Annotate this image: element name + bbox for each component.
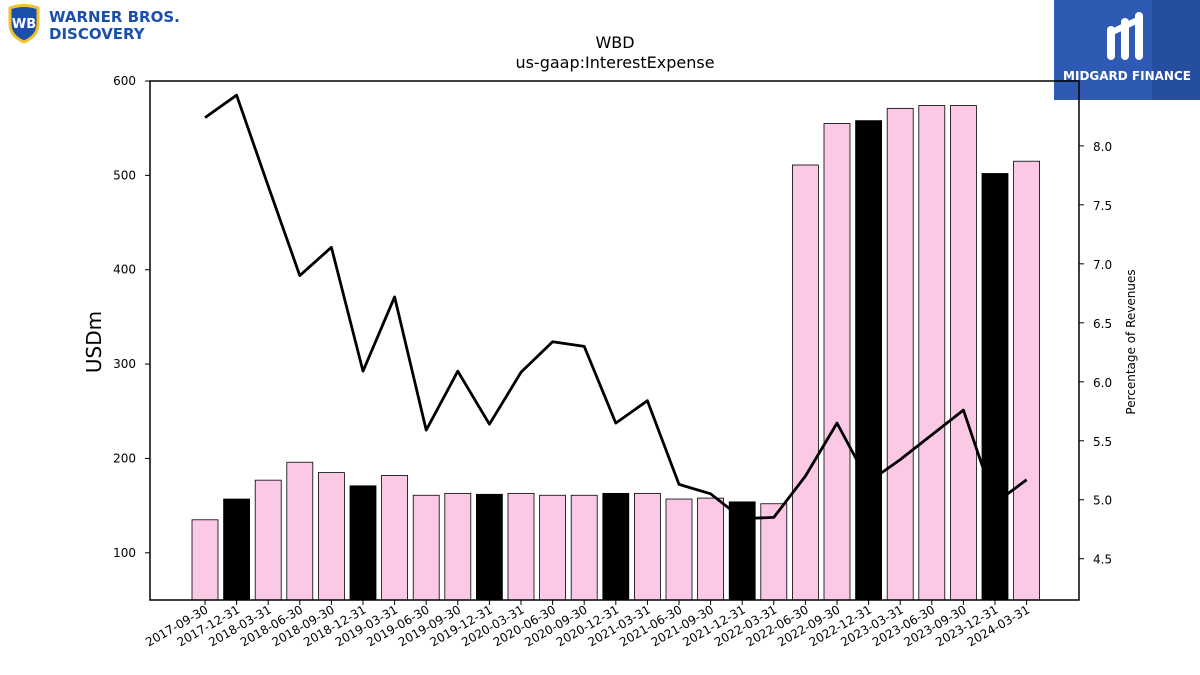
bar-2017-12-31	[223, 498, 251, 601]
svg-text:WB: WB	[12, 17, 36, 32]
bar-2021-09-30	[697, 497, 724, 601]
bar-2017-09-30	[191, 519, 219, 601]
bar-2019-03-31	[381, 475, 409, 601]
bar-2022-09-30	[823, 123, 851, 601]
chart-subtitle: us-gaap:InterestExpense	[515, 53, 714, 72]
bar-2022-12-31	[855, 120, 882, 601]
x-axis-ticks: 2017-09-302017-12-312018-03-312018-06-30…	[143, 600, 1032, 649]
bar-2023-12-31	[981, 173, 1009, 601]
y2-tick-label: 5.0	[1093, 494, 1112, 508]
y2-tick-label: 4.5	[1093, 553, 1112, 567]
bar-2022-06-30	[792, 164, 819, 601]
midgard-finance-name: MIDGARD FINANCE	[1063, 69, 1191, 83]
y-tick-label: 200	[113, 451, 136, 465]
bar-2021-12-31	[728, 501, 756, 601]
bar-2018-12-31	[349, 485, 377, 601]
bar-2021-03-31	[634, 492, 661, 601]
midgard-m-icon	[1107, 12, 1143, 60]
logo-line2: DISCOVERY	[49, 25, 146, 43]
line-series	[204, 93, 1028, 520]
y2-axis-label: Percentage of Revenues	[1124, 269, 1138, 414]
warner-bros-discovery-logo: WB WARNER BROS. DISCOVERY	[6, 4, 206, 44]
y2-tick-label: 6.5	[1093, 317, 1112, 331]
y2-tick-label: 5.5	[1093, 435, 1112, 449]
bar-2019-12-31	[475, 493, 503, 601]
y2-tick-label: 7.0	[1093, 258, 1112, 272]
bar-2020-09-30	[570, 494, 598, 601]
bar-2023-03-31	[886, 107, 914, 601]
y-tick-label: 400	[113, 263, 136, 277]
bar-2022-03-31	[760, 503, 788, 601]
y2-tick-label: 6.0	[1093, 376, 1112, 390]
bar-2024-03-31	[1013, 160, 1040, 601]
chart-title: WBD	[595, 33, 634, 52]
bar-2020-03-31	[507, 492, 535, 601]
bar-2018-09-30	[317, 472, 345, 601]
bar-series	[191, 105, 1040, 601]
bar-2019-06-30	[412, 494, 440, 601]
bar-2018-06-30	[286, 461, 314, 601]
y-tick-label: 100	[113, 546, 136, 560]
logo-line1: WARNER BROS.	[49, 8, 180, 26]
y-axis-label: USDm	[82, 311, 106, 373]
percentage-line	[204, 93, 1028, 520]
y-tick-label: 600	[113, 74, 136, 88]
y-tick-label: 300	[113, 357, 136, 371]
bar-2020-12-31	[602, 492, 630, 601]
wb-shield-icon: WB WARNER BROS. DISCOVERY	[8, 4, 180, 44]
bar-2023-06-30	[918, 105, 946, 601]
y-axis-ticks: 100 200 300 400 500 600	[113, 74, 150, 560]
bar-2019-09-30	[444, 492, 472, 601]
bar-2021-06-30	[665, 498, 693, 601]
bar-2023-09-30	[950, 105, 977, 601]
bar-2020-06-30	[539, 494, 566, 601]
bar-2018-03-31	[254, 479, 282, 601]
y2-axis-ticks: 4.5 5.0 5.5 6.0 6.5 7.0 7.5 8.0	[1079, 140, 1112, 567]
y2-tick-label: 7.5	[1093, 199, 1112, 213]
y2-tick-label: 8.0	[1093, 140, 1112, 154]
plot-frame	[149, 80, 1080, 601]
y-tick-label: 500	[113, 168, 136, 182]
